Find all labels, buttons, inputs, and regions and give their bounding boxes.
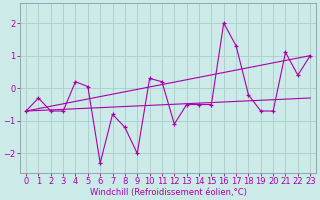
X-axis label: Windchill (Refroidissement éolien,°C): Windchill (Refroidissement éolien,°C) [90, 188, 247, 197]
